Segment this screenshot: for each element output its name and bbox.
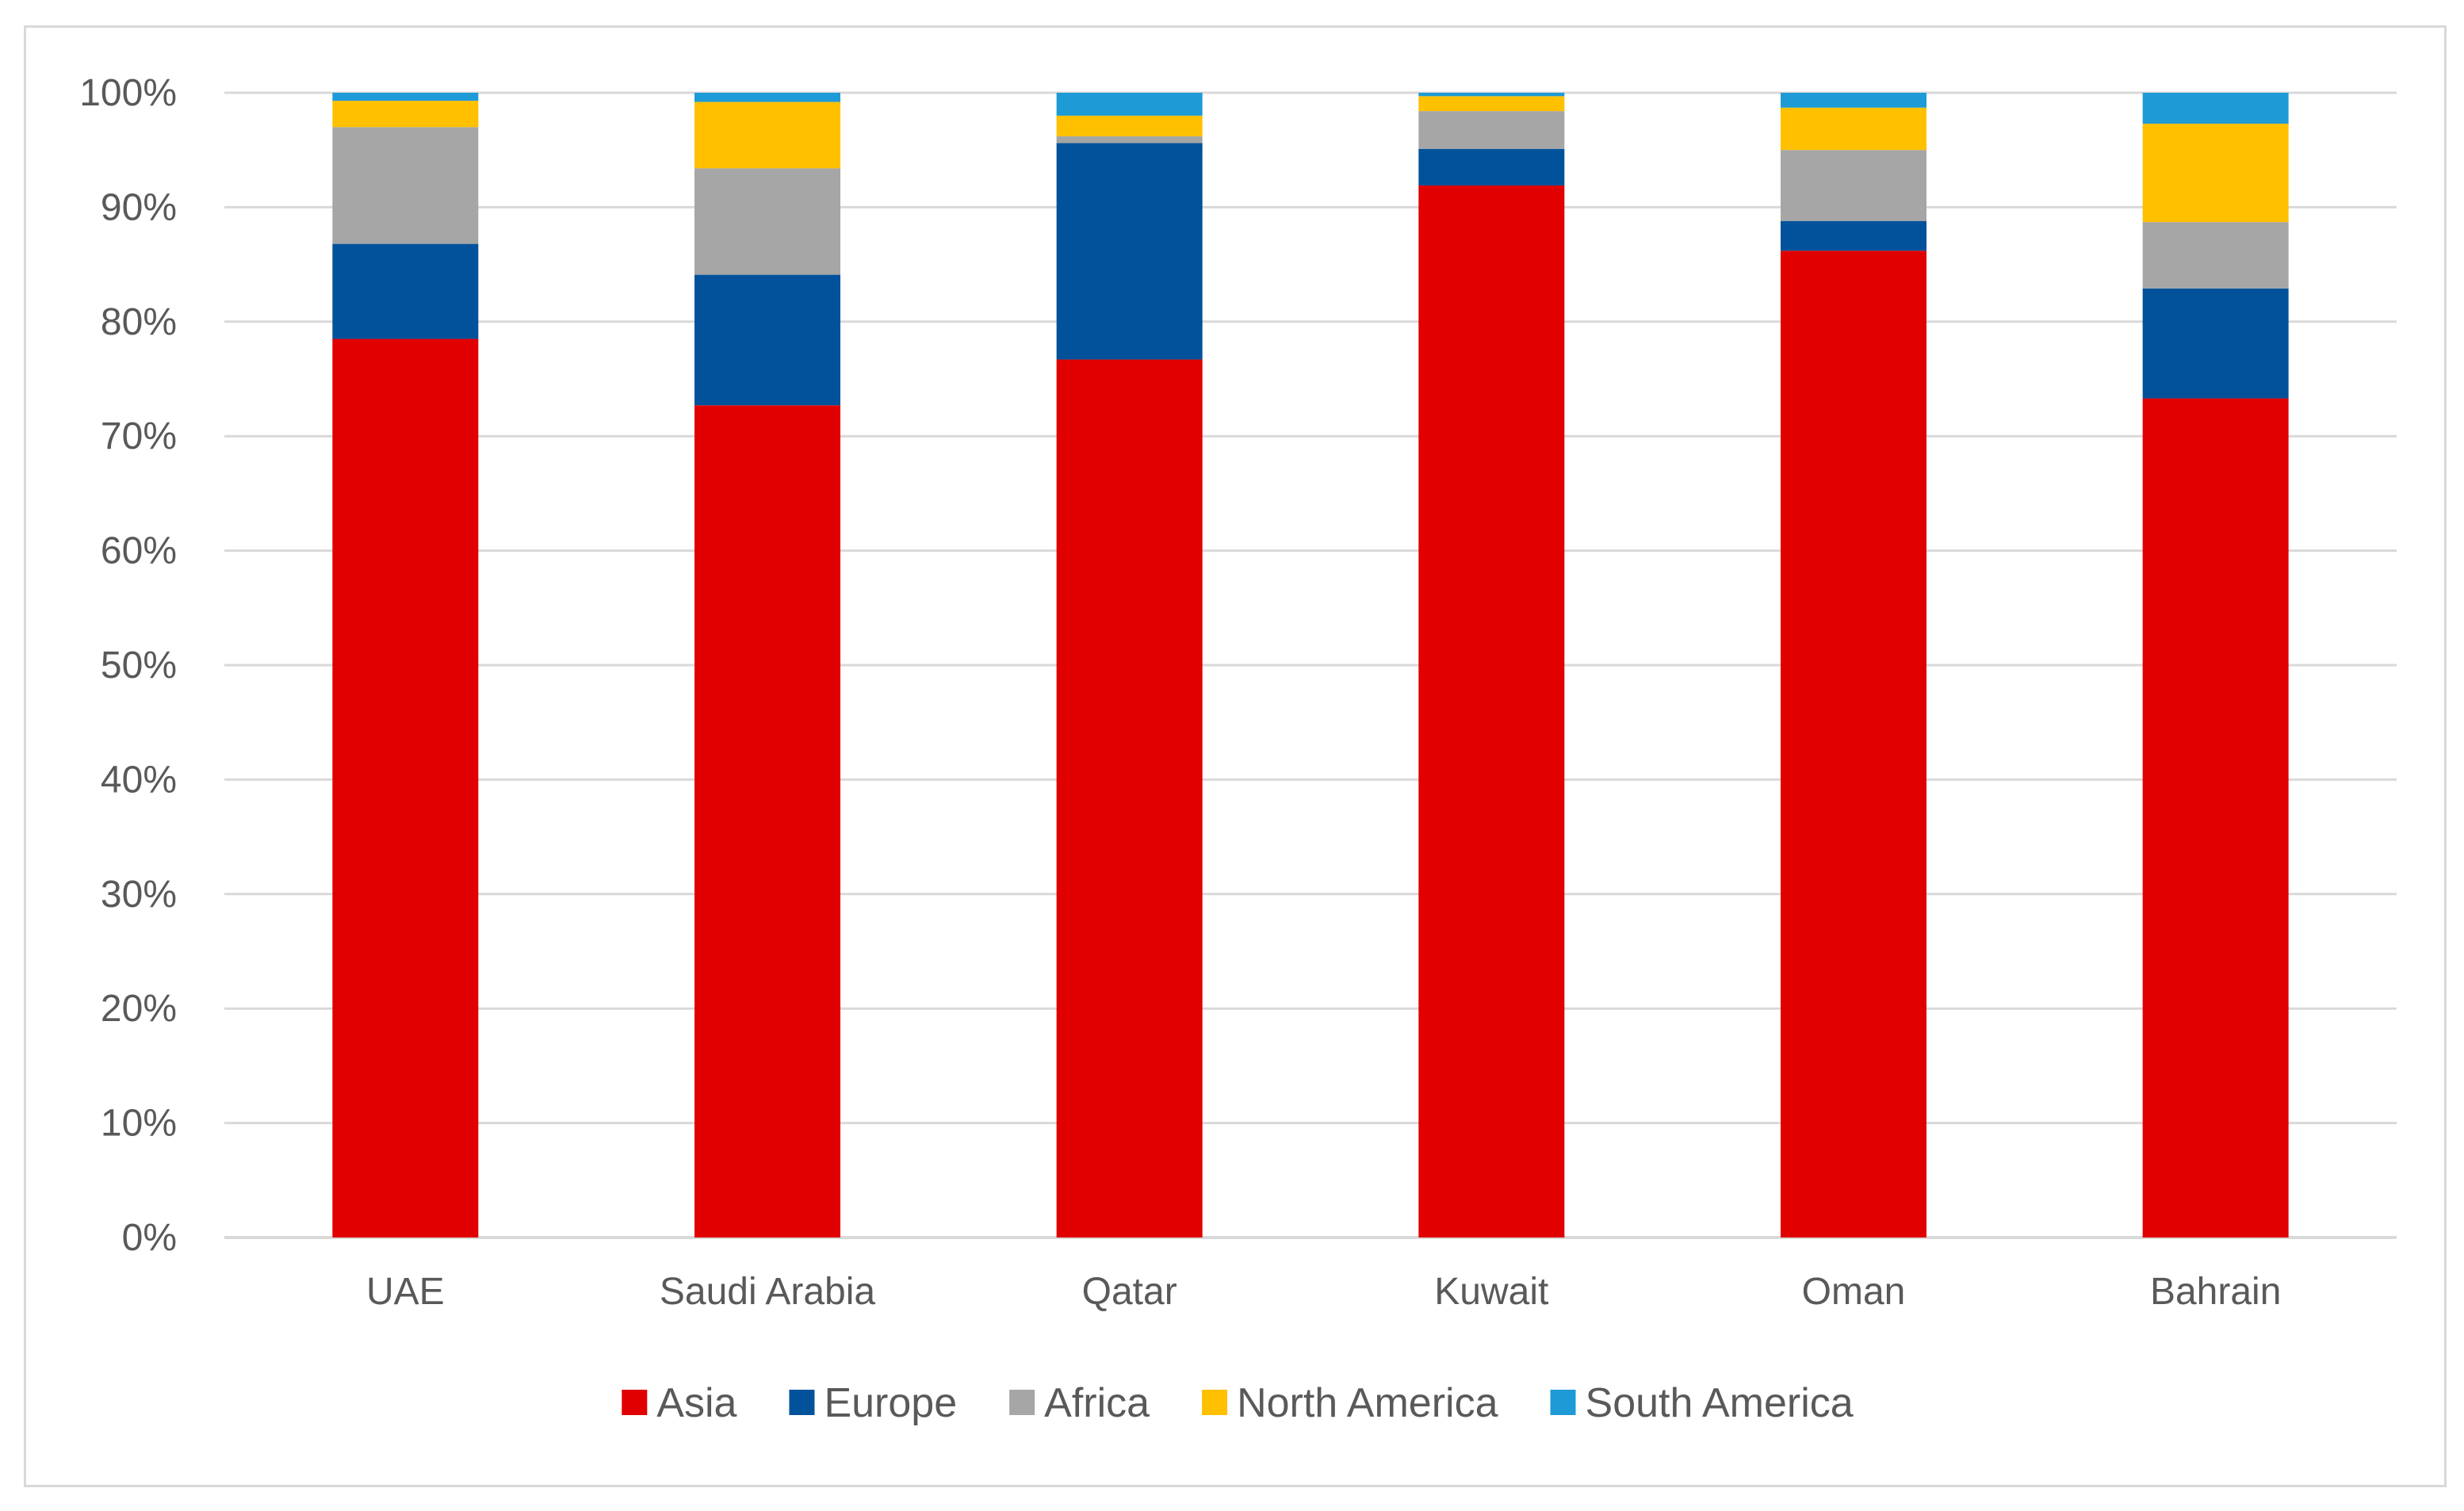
bar-segment-asia bbox=[332, 339, 479, 1238]
legend-label: Europe bbox=[824, 1380, 957, 1426]
bar-segment-africa bbox=[2142, 222, 2289, 289]
y-tick-label: 100% bbox=[79, 72, 177, 114]
bars bbox=[332, 93, 2289, 1238]
bar-segment-asia bbox=[1418, 185, 1565, 1238]
stacked-bar-chart: 0% 10% 20% 30% 40% 50% 60% 70% 80% 90% 100% UAE Sau… bbox=[79, 72, 2397, 1426]
legend-label: North America bbox=[1237, 1380, 1498, 1426]
bar-segment-north-america bbox=[332, 101, 479, 128]
bar-segment-north-america bbox=[1418, 96, 1565, 112]
bar-segment-asia bbox=[1056, 359, 1203, 1237]
x-tick-label: Oman bbox=[1802, 1271, 1906, 1313]
bar-segment-asia bbox=[694, 405, 840, 1237]
legend-label: South America bbox=[1586, 1380, 1854, 1426]
legend-label: Asia bbox=[656, 1380, 737, 1426]
legend-item: North America bbox=[1202, 1380, 1498, 1426]
legend: Asia Europe Africa North America South Ameri… bbox=[622, 1380, 1854, 1426]
bar-segment-europe bbox=[1418, 148, 1565, 186]
y-tick-label: 10% bbox=[101, 1103, 177, 1145]
gridlines bbox=[224, 91, 2397, 1239]
bar-segment-europe bbox=[2142, 288, 2289, 399]
bar-segment-north-america bbox=[1781, 107, 1926, 151]
y-tick-label: 70% bbox=[101, 415, 177, 457]
x-axis: UAE Saudi Arabia Qatar Kuwait Oman Bahrain bbox=[366, 1271, 2281, 1313]
x-tick-label: Kuwait bbox=[1434, 1271, 1548, 1313]
bar-segment-south-america bbox=[694, 93, 840, 102]
y-tick-label: 40% bbox=[101, 759, 177, 801]
x-tick-label: UAE bbox=[366, 1271, 445, 1313]
legend-item: Europe bbox=[789, 1380, 957, 1426]
bar-segment-south-america bbox=[1056, 93, 1203, 116]
bar-segment-africa bbox=[332, 127, 479, 244]
y-tick-label: 30% bbox=[101, 874, 177, 916]
bar-segment-south-america bbox=[2142, 93, 2289, 124]
legend-swatch bbox=[1202, 1390, 1228, 1415]
legend-swatch bbox=[789, 1390, 815, 1415]
bar-segment-north-america bbox=[694, 101, 840, 169]
bar-segment-asia bbox=[2142, 398, 2289, 1238]
y-tick-label: 0% bbox=[122, 1217, 177, 1259]
legend-swatch bbox=[1550, 1390, 1576, 1415]
bar-segment-europe bbox=[1056, 143, 1203, 360]
bar-segment-asia bbox=[1781, 251, 1926, 1238]
bar-segment-europe bbox=[332, 243, 479, 339]
bar-segment-south-america bbox=[1781, 93, 1926, 108]
y-tick-label: 90% bbox=[101, 186, 177, 228]
y-tick-label: 20% bbox=[101, 988, 177, 1030]
bar-segment-africa bbox=[1056, 136, 1203, 143]
x-tick-label: Bahrain bbox=[2150, 1271, 2281, 1313]
y-tick-label: 50% bbox=[101, 645, 177, 687]
y-tick-label: 60% bbox=[101, 530, 177, 572]
legend-swatch bbox=[1009, 1390, 1035, 1415]
bar-segment-africa bbox=[1418, 111, 1565, 149]
x-tick-label: Saudi Arabia bbox=[660, 1271, 876, 1313]
legend-swatch bbox=[622, 1390, 648, 1415]
bar-segment-south-america bbox=[332, 93, 479, 101]
legend-item: Africa bbox=[1009, 1380, 1150, 1426]
bar-segment-north-america bbox=[1056, 115, 1203, 136]
bar-segment-africa bbox=[1781, 150, 1926, 221]
y-tick-label: 80% bbox=[101, 301, 177, 343]
bar-segment-europe bbox=[694, 274, 840, 406]
y-axis: 0% 10% 20% 30% 40% 50% 60% 70% 80% 90% 100% bbox=[79, 72, 177, 1259]
bar-segment-south-america bbox=[1418, 93, 1565, 97]
chart-frame: 0% 10% 20% 30% 40% 50% 60% 70% 80% 90% 100% UAE Sau… bbox=[24, 25, 2447, 1487]
legend-item: South America bbox=[1550, 1380, 1854, 1426]
bar-segment-north-america bbox=[2142, 123, 2289, 223]
bar-segment-europe bbox=[1781, 220, 1926, 251]
legend-item: Asia bbox=[622, 1380, 737, 1426]
bar-segment-africa bbox=[694, 168, 840, 275]
x-tick-label: Qatar bbox=[1082, 1271, 1177, 1313]
legend-label: Africa bbox=[1044, 1380, 1150, 1426]
